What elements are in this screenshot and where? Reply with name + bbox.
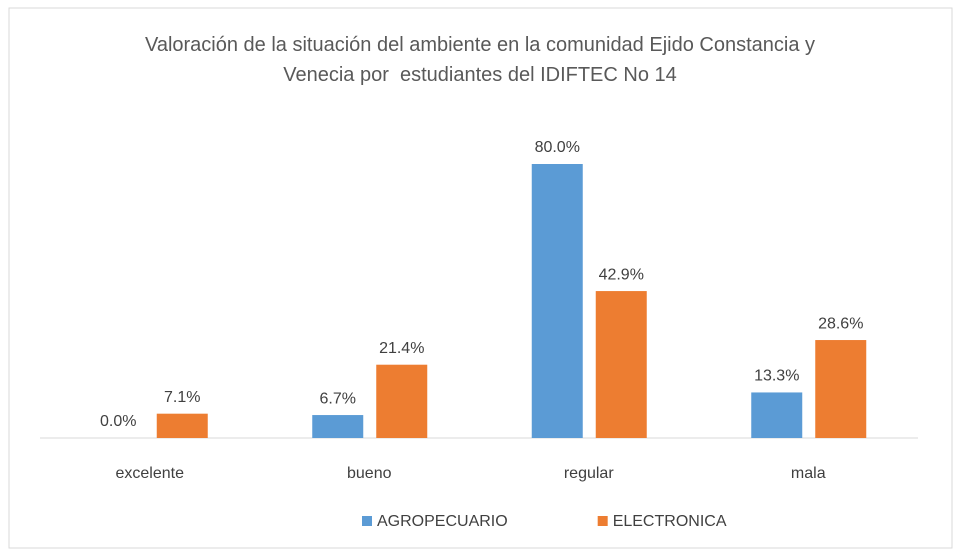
x-tick-label: mala bbox=[791, 465, 826, 482]
x-tick-label: bueno bbox=[347, 465, 392, 482]
data-label: 21.4% bbox=[379, 340, 424, 357]
bar bbox=[531, 164, 583, 438]
bar bbox=[751, 392, 803, 438]
data-label: 6.7% bbox=[320, 390, 356, 407]
bar bbox=[815, 340, 867, 438]
x-tick-label: excelente bbox=[116, 465, 185, 482]
chart-title: Valoración de la situación del ambiente … bbox=[144, 34, 821, 86]
x-tick-label: regular bbox=[564, 465, 614, 482]
legend-label: ELECTRONICA bbox=[613, 513, 727, 530]
legend-swatch bbox=[597, 516, 608, 526]
bar bbox=[376, 364, 428, 438]
data-label: 28.6% bbox=[818, 315, 863, 332]
data-label: 0.0% bbox=[100, 413, 136, 430]
data-label: 42.9% bbox=[599, 266, 644, 283]
data-label: 13.3% bbox=[754, 368, 799, 385]
bar bbox=[156, 413, 208, 438]
legend-label: AGROPECUARIO bbox=[377, 513, 508, 530]
legend-swatch bbox=[362, 516, 372, 526]
chart-border bbox=[8, 7, 953, 549]
data-label: 80.0% bbox=[535, 139, 580, 156]
data-label: 7.1% bbox=[164, 389, 200, 406]
bar bbox=[312, 415, 364, 438]
bar bbox=[595, 291, 647, 438]
